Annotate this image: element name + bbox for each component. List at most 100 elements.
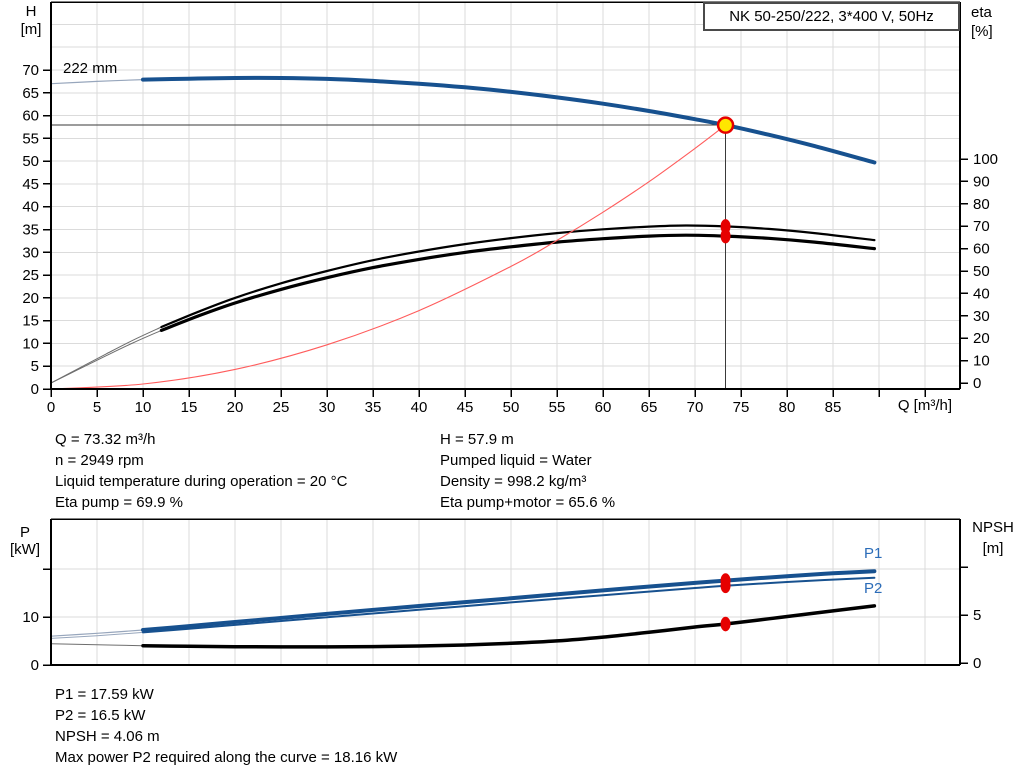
x-tick-label: 30	[319, 399, 336, 416]
p-axis-title: P [kW]	[3, 524, 47, 558]
duty-point-marker[interactable]	[716, 116, 735, 134]
x-tick-label: 10	[135, 399, 152, 416]
curve-p2	[142, 576, 876, 634]
info-line: Eta pump+motor = 65.6 %	[440, 494, 616, 511]
left-tick-label: 10	[22, 609, 39, 626]
axis-title-line: H	[25, 3, 37, 20]
q-axis-title: Q [m³/h]	[897, 397, 952, 414]
right-tick-label: 60	[973, 241, 990, 258]
x-tick-label: 15	[181, 399, 198, 416]
left-tick-label: 45	[22, 176, 39, 193]
left-tick-label: 35	[22, 222, 39, 239]
x-tick-label: 75	[733, 399, 750, 416]
left-tick-label: 55	[22, 130, 39, 147]
curve-label-p2: P2	[864, 580, 883, 597]
x-tick-label: 40	[411, 399, 428, 416]
p2-point[interactable]	[720, 578, 731, 594]
info-line: NPSH = 4.06 m	[55, 728, 160, 745]
x-tick-label: 0	[47, 399, 55, 416]
left-tick-label: 50	[22, 153, 39, 170]
right-tick-label: 40	[973, 285, 990, 302]
x-tick-label: 85	[825, 399, 842, 416]
curve-npsh-lead-in	[50, 643, 144, 647]
info-line: Max power P2 required along the curve = …	[55, 749, 398, 766]
right-tick-label: 50	[973, 263, 990, 280]
x-tick-label: 45	[457, 399, 474, 416]
axis-title-line: NPSH	[972, 519, 1014, 536]
pump-title-box: NK 50-250/222, 3*400 V, 50Hz	[703, 2, 960, 31]
curve-eta-pump-lead-in	[50, 326, 162, 384]
curve-system-curve	[50, 124, 726, 390]
right-tick-label: 20	[973, 330, 990, 347]
right-tick-label: 0	[973, 655, 981, 672]
right-tick-label: 70	[973, 218, 990, 235]
info-line: n = 2949 rpm	[55, 452, 144, 469]
x-tick-label: 50	[503, 399, 520, 416]
curve-qh-222mm-lead-in	[50, 79, 144, 85]
info-line: Density = 998.2 kg/m³	[440, 473, 587, 490]
axis-title-line: [%]	[971, 23, 993, 40]
axis-title-line: [kW]	[10, 541, 40, 558]
x-tick-label: 55	[549, 399, 566, 416]
curve-p2-lead-in	[50, 631, 144, 639]
info-line: H = 57.9 m	[440, 431, 514, 448]
curve-eta-pump	[160, 224, 876, 329]
right-tick-label: 90	[973, 173, 990, 190]
info-line: P2 = 16.5 kW	[55, 707, 146, 724]
right-tick-label: 5	[973, 607, 981, 624]
npsh-axis-title: NPSH [m]	[962, 517, 1024, 559]
left-tick-label: 5	[31, 358, 39, 375]
x-tick-label: 5	[93, 399, 101, 416]
x-tick-label: 25	[273, 399, 290, 416]
left-tick-label: 40	[22, 199, 39, 216]
curve-eta-pump-motor	[159, 233, 876, 332]
npsh-point[interactable]	[720, 616, 731, 632]
left-tick-label: 60	[22, 108, 39, 125]
left-tick-label: 10	[22, 335, 39, 352]
power-npsh-plot[interactable]: 0 10 0 5	[22, 518, 981, 674]
x-tick-label: 70	[687, 399, 704, 416]
info-line: P1 = 17.59 kW	[55, 686, 154, 703]
axis-title-line: [m]	[982, 540, 1004, 557]
h-axis-title: H [m]	[8, 3, 54, 39]
left-tick-label: 0	[31, 381, 39, 398]
axis-title-line: eta	[971, 4, 992, 21]
curve-eta-pump-motor-lead-in	[50, 329, 162, 384]
power-info: P1 = 17.59 kW P2 = 16.5 kW NPSH = 4.06 m…	[55, 684, 397, 768]
axis-title-line: [m]	[20, 21, 42, 38]
duty-info-left: Q = 73.32 m³/h n = 2949 rpm Liquid tempe…	[55, 429, 347, 513]
curve-npsh	[141, 604, 877, 649]
eta-pump-motor-point[interactable]	[720, 228, 731, 244]
duty-info-right: H = 57.9 m Pumped liquid = Water Density…	[440, 429, 615, 513]
curve-label-p1: P1	[864, 545, 883, 562]
left-tick-label: 70	[22, 62, 39, 79]
info-line: Q = 73.32 m³/h	[55, 431, 156, 448]
qh-eta-plot[interactable]: 0510152025303540455055606570010203040506…	[22, 1, 998, 416]
left-tick-label: 65	[22, 85, 39, 102]
left-tick-label: 0	[31, 657, 39, 674]
left-tick-label: 15	[22, 313, 39, 330]
info-line: Eta pump = 69.9 %	[55, 494, 183, 511]
curve-p1-lead-in	[50, 629, 144, 637]
curve-qh-222mm	[141, 75, 877, 165]
right-tick-label: 0	[973, 375, 981, 392]
eta-axis-title: eta [%]	[971, 3, 1021, 41]
right-tick-label: 80	[973, 196, 990, 213]
x-tick-label: 80	[779, 399, 796, 416]
left-tick-label: 20	[22, 290, 39, 307]
left-tick-label: 30	[22, 244, 39, 261]
right-tick-label: 10	[973, 353, 990, 370]
left-tick-label: 25	[22, 267, 39, 284]
x-tick-label: 65	[641, 399, 658, 416]
curve-label-222mm: 222 mm	[63, 60, 118, 77]
curve-p1	[141, 569, 877, 632]
x-tick-label: 60	[595, 399, 612, 416]
info-line: Liquid temperature during operation = 20…	[55, 473, 348, 490]
right-tick-label: 30	[973, 308, 990, 325]
right-tick-label: 100	[973, 151, 998, 168]
info-line: Pumped liquid = Water	[440, 452, 592, 469]
x-tick-label: 35	[365, 399, 382, 416]
axis-title-line: P	[19, 524, 30, 541]
